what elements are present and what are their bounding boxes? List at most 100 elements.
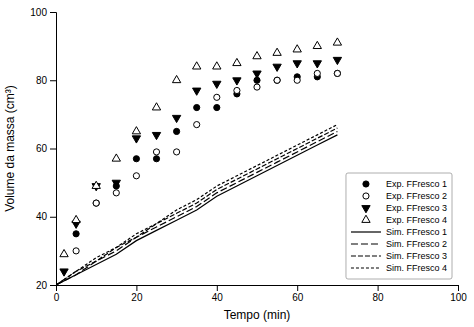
legend-label: Sim. FFresco 4 — [386, 263, 447, 273]
point — [293, 61, 301, 68]
point — [113, 190, 119, 196]
point — [274, 77, 280, 83]
legend-swatch — [362, 206, 370, 213]
tick-mark — [458, 285, 459, 291]
point — [333, 57, 341, 64]
legend-label: Exp. FFresco 3 — [386, 203, 447, 213]
tick-mark — [50, 12, 56, 13]
point — [194, 122, 200, 128]
point — [213, 62, 221, 69]
point — [193, 62, 201, 69]
point — [273, 48, 281, 55]
point — [93, 200, 99, 206]
point — [133, 173, 139, 179]
y-axis: 20 40 60 80 100 — [30, 7, 56, 291]
tick: 80 — [373, 285, 385, 303]
point — [72, 215, 80, 222]
point — [313, 61, 321, 68]
legend-item: Sim. FFresco 1 — [351, 227, 447, 237]
legend-label: Sim. FFresco 1 — [386, 227, 447, 237]
legend-frame — [346, 173, 452, 279]
point — [153, 156, 159, 162]
point — [214, 94, 220, 100]
chart: 02040608010020406080100Exp. FFresco 1Exp… — [0, 0, 474, 327]
legend-swatch — [351, 231, 381, 232]
legend-item: Exp. FFresco 1 — [363, 179, 447, 189]
legend-item: Sim. FFresco 3 — [351, 251, 447, 261]
legend-label: Exp. FFresco 1 — [386, 179, 447, 189]
point — [73, 231, 79, 237]
point — [253, 71, 261, 78]
tick: 40 — [36, 211, 56, 222]
legend-item: Exp. FFresco 4 — [362, 215, 447, 225]
point — [253, 52, 261, 59]
tick: 100 — [30, 7, 56, 18]
plot: 02040608010020406080100Exp. FFresco 1Exp… — [30, 7, 467, 303]
point — [293, 45, 301, 52]
point — [233, 78, 241, 85]
point — [274, 77, 280, 83]
point — [193, 88, 201, 95]
point — [112, 154, 120, 161]
point — [92, 181, 100, 188]
point — [234, 87, 240, 93]
tick-label: 60 — [292, 292, 304, 303]
tick: 60 — [36, 143, 56, 154]
point — [213, 81, 221, 88]
point — [60, 269, 68, 276]
legend-swatch — [363, 181, 369, 187]
tick-label: 40 — [36, 211, 48, 222]
series-line — [56, 125, 337, 285]
point — [174, 149, 180, 155]
tick-mark — [297, 285, 298, 291]
x-axis-title: Tempo (min) — [224, 308, 291, 322]
legend-item: Sim. FFresco 4 — [351, 263, 447, 273]
axis-line — [50, 13, 57, 286]
tick-label: 100 — [30, 7, 47, 18]
point — [233, 58, 241, 65]
tick-label: 80 — [373, 292, 385, 303]
tick: 100 — [450, 285, 467, 303]
series-line — [56, 131, 337, 285]
point — [60, 249, 68, 256]
series-points — [73, 70, 340, 254]
point — [152, 132, 160, 139]
tick: 0 — [54, 285, 60, 303]
point — [172, 115, 180, 122]
point — [152, 103, 160, 110]
tick-mark — [50, 80, 56, 81]
tick-label: 100 — [450, 292, 467, 303]
legend-item: Sim. FFresco 2 — [351, 239, 447, 249]
tick-mark — [50, 217, 56, 218]
point — [174, 128, 180, 134]
point — [93, 200, 99, 206]
point — [133, 156, 139, 162]
data-area — [56, 38, 342, 285]
tick: 20 — [131, 285, 143, 303]
legend-label: Exp. FFresco 2 — [386, 191, 447, 201]
tick-label: 80 — [36, 75, 48, 86]
tick: 80 — [36, 75, 56, 86]
point — [194, 104, 200, 110]
point — [172, 75, 180, 82]
legend-label: Sim. FFresco 2 — [386, 239, 447, 249]
series-line — [56, 128, 337, 285]
point — [132, 127, 140, 134]
series-points — [60, 57, 342, 276]
axis-line — [57, 286, 459, 292]
tick-label: 20 — [131, 292, 143, 303]
point — [273, 64, 281, 71]
tick-mark — [136, 285, 137, 291]
point — [112, 180, 120, 187]
tick-label: 40 — [212, 292, 224, 303]
legend-swatch — [362, 215, 370, 222]
tick-label: 20 — [36, 280, 48, 291]
y-axis-title: Volume da massa (cm³) — [3, 85, 17, 212]
legend: Exp. FFresco 1 Exp. FFresco 2 Exp. FFresco… — [346, 173, 452, 279]
legend-swatch — [351, 243, 381, 244]
point — [334, 70, 340, 76]
tick-mark — [50, 149, 56, 150]
point — [333, 38, 341, 45]
legend-item: Exp. FFresco 2 — [363, 191, 447, 201]
legend-swatch — [351, 267, 381, 268]
